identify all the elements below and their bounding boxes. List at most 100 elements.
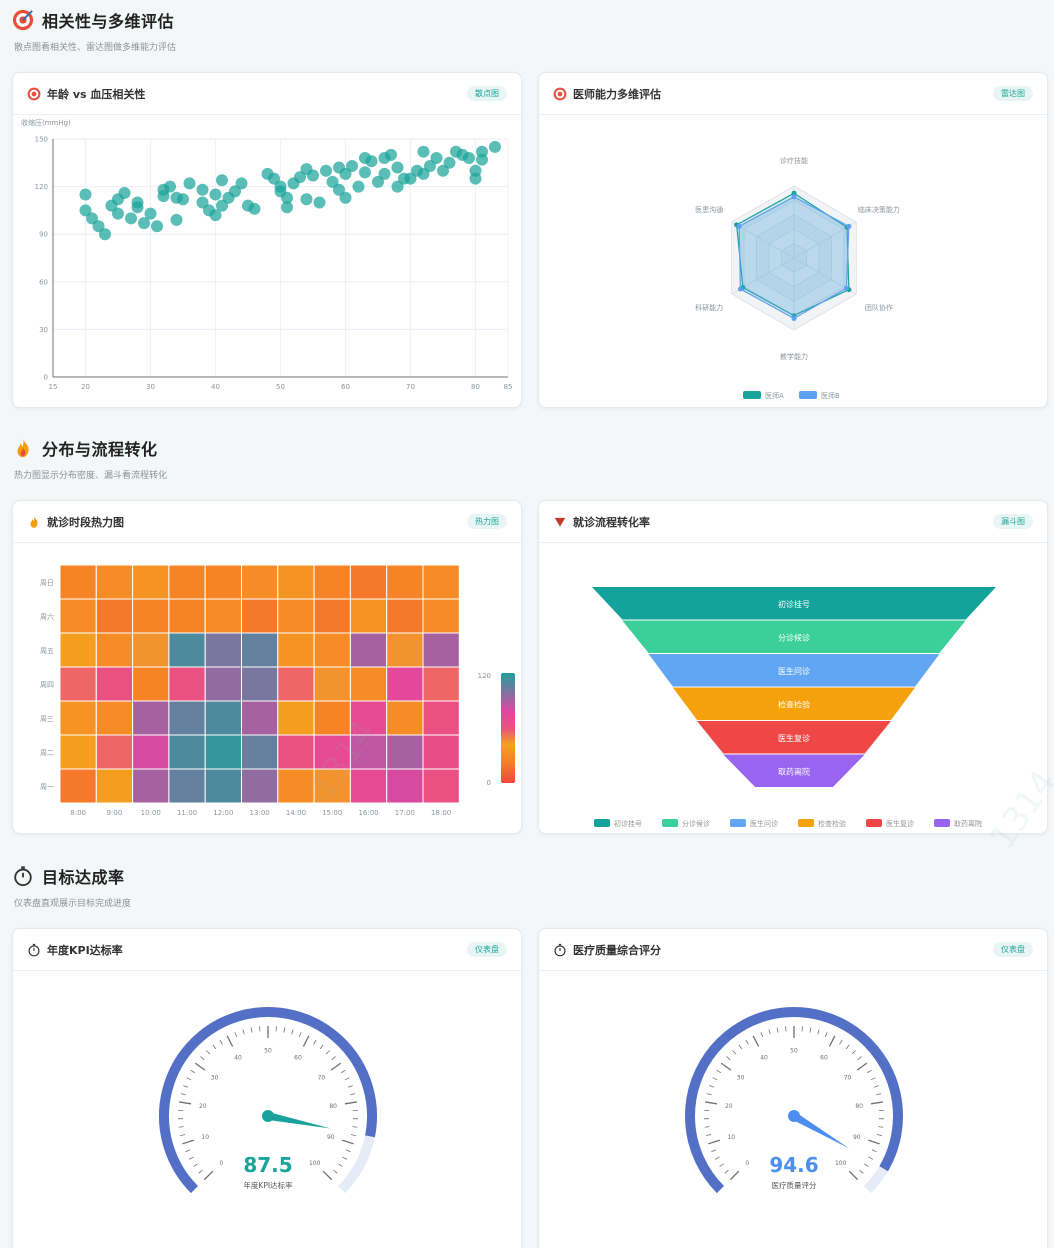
gauge-minor-tick xyxy=(350,1134,356,1137)
heatmap-cell xyxy=(204,700,242,736)
heatmap-cell xyxy=(241,598,279,634)
y-tick-label: 周五 xyxy=(40,647,54,655)
heatmap-cell xyxy=(95,768,134,804)
y-tick-label: 0 xyxy=(44,374,48,382)
radar-point xyxy=(791,190,797,196)
scatter-point xyxy=(417,167,430,180)
gauge-minor-tick xyxy=(724,1169,729,1174)
gauge-minor-tick xyxy=(178,1126,184,1128)
gauge-minor-tick xyxy=(824,1032,828,1038)
x-tick-label: 17:00 xyxy=(395,809,415,817)
scatter-point xyxy=(359,166,371,179)
scatter-point xyxy=(235,177,248,190)
heatmap-cell xyxy=(241,768,279,804)
target-icon xyxy=(27,87,41,100)
legend-label: 医师B xyxy=(821,391,840,400)
heatmap-cell xyxy=(422,700,460,736)
gauge-pointer xyxy=(791,1112,850,1149)
heatmap-cell xyxy=(59,564,97,600)
heatmap-cell xyxy=(277,564,315,600)
section-title: 分布与流程转化 xyxy=(42,440,158,459)
gauge-minor-tick xyxy=(180,1093,186,1096)
x-tick-label: 80 xyxy=(471,383,480,391)
heatmap-cell xyxy=(95,598,134,634)
chart-type-badge: 热力图 xyxy=(467,514,507,529)
chart-type-badge: 雷达图 xyxy=(993,86,1033,101)
gauge-major-tick xyxy=(203,1170,214,1181)
heatmap-cell xyxy=(168,734,206,770)
heatmap-cell xyxy=(422,734,460,770)
gauge-minor-tick xyxy=(345,1149,351,1153)
gauge-major-tick xyxy=(322,1170,333,1181)
gauge-minor-tick xyxy=(839,1039,843,1045)
heatmap-cell xyxy=(132,666,170,702)
heatmap-cell xyxy=(313,598,351,634)
gauge-tick-label: 30 xyxy=(737,1075,745,1082)
gauge-minor-tick xyxy=(186,1077,192,1081)
scatter-point xyxy=(138,217,150,230)
gauge-name: 医疗质量评分 xyxy=(772,1180,817,1190)
gauge-minor-tick xyxy=(776,1027,779,1033)
gauge-minor-tick xyxy=(876,1134,882,1137)
chart-type-badge: 漏斗图 xyxy=(993,514,1033,529)
heatmap-cell xyxy=(204,768,242,804)
heatmap-cell xyxy=(386,700,424,736)
gauge-minor-tick xyxy=(868,1156,874,1160)
radar-point xyxy=(791,315,797,321)
gauge-card-kpi: 年度KPI达标率 仪表盘 0 10 20 30 40 50 60 70 80 90 100 87.5 年… xyxy=(12,928,522,1248)
x-tick-label: 50 xyxy=(276,383,285,391)
scatter-point xyxy=(333,183,345,196)
heatmap-cell xyxy=(204,598,242,634)
radar-card: 医师能力多维评估 雷达图 诊疗技能 临床决策能力 团队协作 教学能力 科研能力 医患沟通医… xyxy=(538,72,1048,408)
heatmap-cell xyxy=(277,734,315,770)
gauge-minor-tick xyxy=(250,1027,253,1033)
heatmap-cell xyxy=(422,598,460,634)
chart-type-badge: 仪表盘 xyxy=(467,942,507,957)
gauge-tick-label: 100 xyxy=(835,1160,847,1167)
y-tick-label: 120 xyxy=(35,183,48,191)
gauge-minor-tick xyxy=(809,1027,812,1033)
heatmap-cell xyxy=(349,632,388,668)
target-icon xyxy=(553,87,567,100)
heatmap-card: 就诊时段热力图 热力图 周一 周二 周三 周四 周五 周六 周日 8:00 9:00 10:00 1… xyxy=(12,500,522,834)
gauge-major-tick xyxy=(226,1035,234,1047)
heatmap-cell xyxy=(277,700,315,736)
gauge-tick-label: 10 xyxy=(727,1134,735,1141)
gauge-minor-tick xyxy=(745,1039,749,1045)
card-title: 年度KPI达标率 xyxy=(47,943,123,957)
heatmap-cell xyxy=(59,598,97,634)
gauge-minor-tick xyxy=(768,1029,771,1035)
funnel-stage-label: 取药离院 xyxy=(778,766,810,776)
stopwatch-icon xyxy=(28,943,40,956)
scatter-point xyxy=(99,228,111,241)
gauge-value: 87.5 xyxy=(243,1153,292,1177)
heatmap-cell xyxy=(59,666,97,702)
gauge-pointer xyxy=(267,1112,331,1129)
scatter-point xyxy=(424,159,436,172)
legend-swatch xyxy=(798,819,814,827)
gauge-tick-label: 20 xyxy=(199,1103,207,1110)
gauge-major-tick xyxy=(179,1101,192,1105)
gauge-pointer-hub xyxy=(262,1110,274,1122)
section-title: 相关性与多维评估 xyxy=(42,12,175,31)
gauge-minor-tick xyxy=(712,1077,718,1081)
radar-point xyxy=(843,285,849,291)
heatmap-cell xyxy=(277,666,315,702)
heatmap-cell xyxy=(349,598,388,634)
gauge-major-tick xyxy=(708,1139,721,1145)
scatter-point xyxy=(346,159,358,172)
gauge-tick-label: 30 xyxy=(211,1075,219,1082)
heatmap-cell xyxy=(313,700,351,736)
scatter-point xyxy=(151,220,163,233)
scatter-point xyxy=(365,155,378,168)
legend-swatch xyxy=(662,819,678,827)
scatter-point xyxy=(417,145,430,158)
funnel-stage xyxy=(592,587,996,620)
heatmap-cell xyxy=(386,666,424,702)
x-tick-label: 12:00 xyxy=(213,809,233,817)
gauge-tick-label: 90 xyxy=(327,1134,335,1141)
scatter-point xyxy=(352,180,365,193)
scatter-point xyxy=(391,180,404,193)
gauge-major-tick xyxy=(870,1101,883,1105)
chart-type-badge: 散点图 xyxy=(467,86,507,101)
